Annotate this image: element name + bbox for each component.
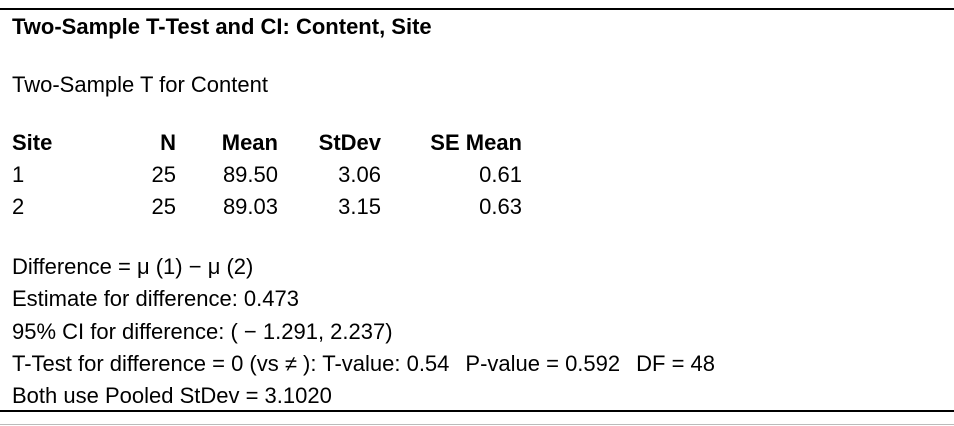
bottom-rule bbox=[0, 410, 954, 412]
table-cell: 2 bbox=[12, 194, 25, 219]
top-rule bbox=[0, 8, 954, 10]
bottom-rule-light bbox=[0, 424, 954, 425]
result-line: Difference = μ (1) − μ (2) bbox=[12, 254, 253, 280]
table-cell: 89.50 bbox=[222, 162, 278, 187]
table-header-cell: SE Mean bbox=[430, 130, 522, 155]
table-header-cell: Mean bbox=[221, 130, 278, 155]
table-cell: 25 bbox=[151, 194, 176, 219]
result-text: Estimate for difference: 0.473 bbox=[12, 286, 299, 312]
result-line: Estimate for difference: 0.473 bbox=[12, 286, 299, 312]
result-text: 95% CI for difference: ( − 1.291, 2.237) bbox=[12, 318, 393, 344]
result-line: Both use Pooled StDev = 3.1020 bbox=[12, 383, 332, 409]
result-text: P-value = 0.592 bbox=[465, 350, 621, 376]
table-cell: 3.06 bbox=[338, 162, 381, 187]
result-text: Both use Pooled StDev = 3.1020 bbox=[12, 383, 332, 409]
table-header-cell: StDev bbox=[318, 130, 381, 155]
result-text: Difference = μ (1) − μ (2) bbox=[12, 254, 254, 279]
result-line: T-Test for difference = 0 (vs ≠ ): T-val… bbox=[12, 351, 715, 377]
table-cell: 3.15 bbox=[338, 194, 381, 219]
table-header-cell: Site bbox=[12, 130, 53, 155]
result-text: DF = 48 bbox=[636, 350, 716, 376]
table-cell: 89.03 bbox=[222, 194, 278, 219]
result-line: 95% CI for difference: ( − 1.291, 2.237) bbox=[12, 319, 393, 345]
table-cell: 1 bbox=[12, 162, 25, 187]
table-cell: 0.61 bbox=[479, 162, 522, 187]
subtitle: Two-Sample T for Content bbox=[12, 72, 268, 97]
result-text: T-Test for difference = 0 (vs ≠ ): T-val… bbox=[12, 350, 450, 376]
table-cell: 0.63 bbox=[479, 194, 522, 219]
table-header-cell: N bbox=[160, 130, 176, 155]
table-cell: 25 bbox=[151, 162, 176, 187]
title: Two-Sample T-Test and CI: Content, Site bbox=[12, 14, 432, 39]
